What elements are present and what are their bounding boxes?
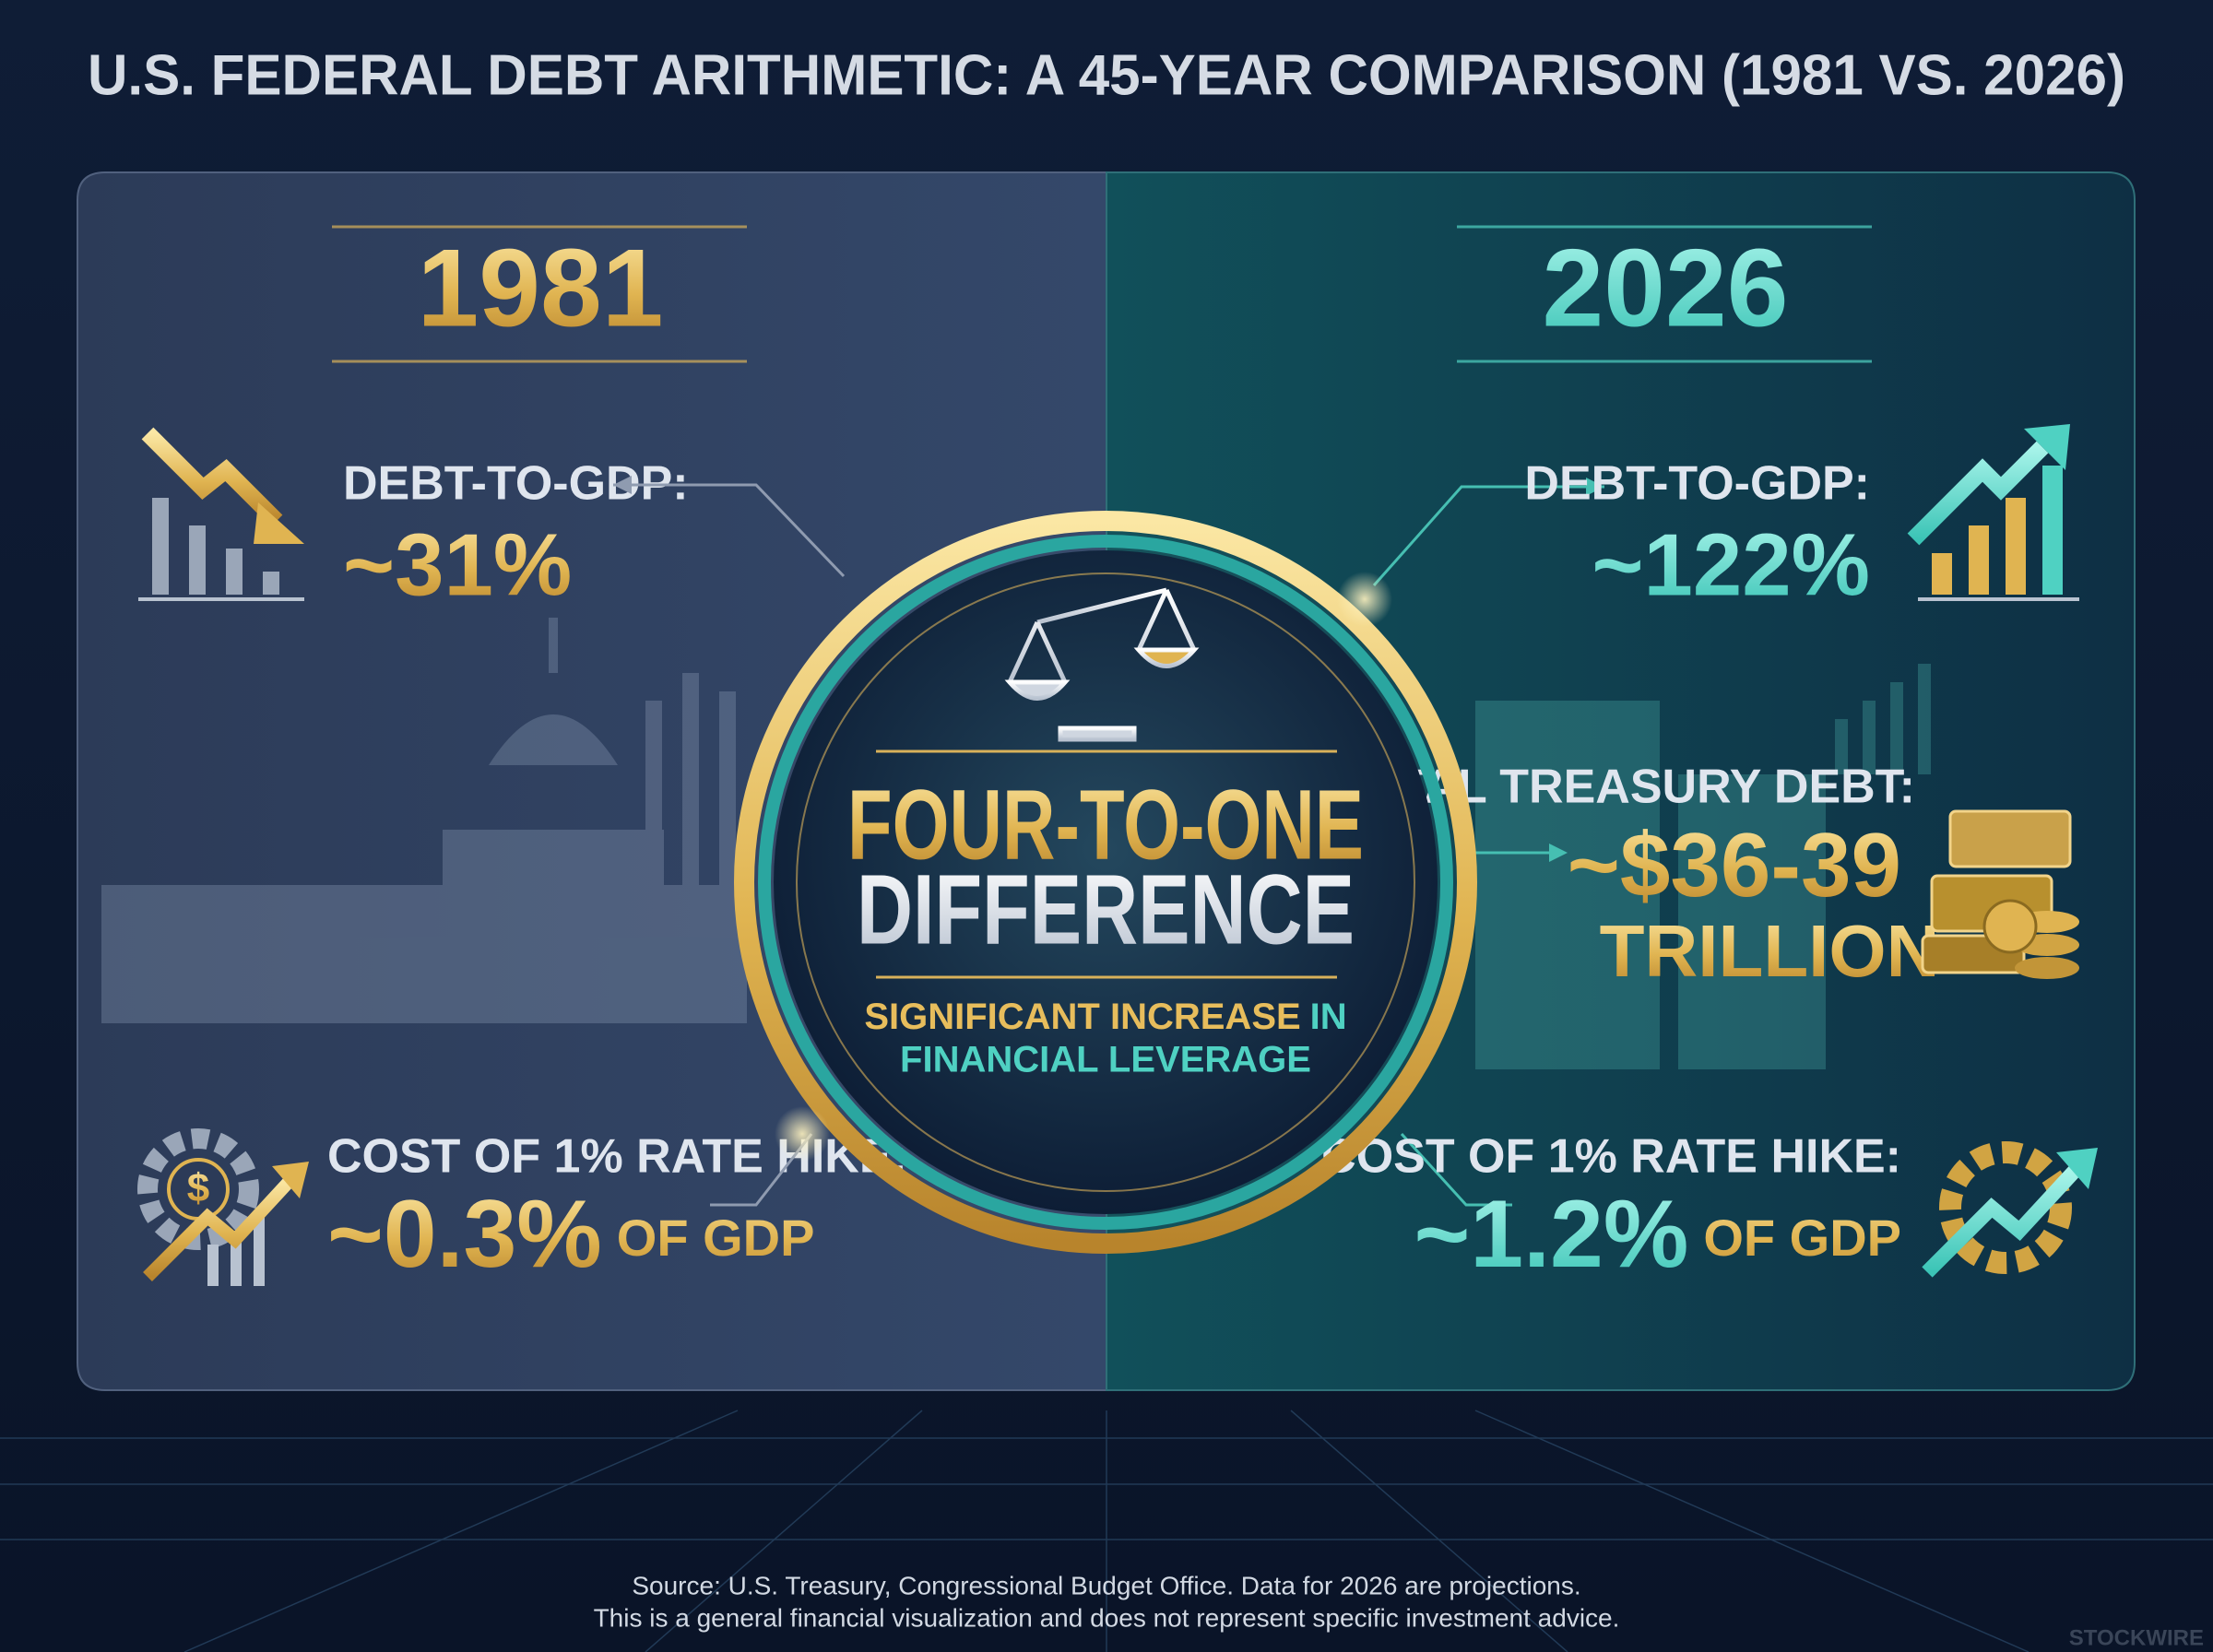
medallion: FOUR-TO-ONE DIFFERENCE SIGNIFICANT INCRE… bbox=[734, 511, 1477, 1254]
arrowhead bbox=[1586, 478, 1604, 496]
disclaimer: This is a general financial visualizatio… bbox=[594, 1603, 1620, 1632]
money-icon bbox=[1921, 809, 2079, 979]
unit: OF GDP bbox=[1703, 1209, 1901, 1267]
right-header: 2026 bbox=[1457, 225, 1872, 363]
left-debt-icon bbox=[138, 427, 304, 601]
subtitle-teal: IN bbox=[1310, 997, 1347, 1037]
subtitle-2: FINANCIAL LEVERAGE bbox=[900, 1040, 1311, 1080]
left-rate-value: ~0.3% OF GDP bbox=[327, 1181, 814, 1288]
subtitle-1: SIGNIFICANT INCREASE IN bbox=[864, 997, 1346, 1037]
unit: OF GDP bbox=[617, 1209, 815, 1267]
right-debt-value: ~122% bbox=[1592, 515, 1870, 614]
year-1981: 1981 bbox=[418, 227, 664, 350]
treasury-unit: TRILLION bbox=[1600, 910, 1940, 992]
headline-2: DIFFERENCE bbox=[857, 854, 1355, 965]
connector bbox=[1400, 1132, 1512, 1207]
left-debt-value: ~31% bbox=[343, 515, 572, 614]
arrowhead bbox=[1549, 844, 1568, 862]
left-header: 1981 bbox=[332, 225, 747, 363]
value: ~0.3% bbox=[327, 1181, 602, 1288]
source: Source: U.S. Treasury, Congressional Bud… bbox=[632, 1571, 1580, 1599]
value: ~1.2% bbox=[1414, 1181, 1689, 1288]
subtitle-gold: SIGNIFICANT INCREASE bbox=[864, 997, 1300, 1037]
right-debt-icon bbox=[1907, 424, 2079, 601]
headline-1: FOUR-TO-ONE bbox=[847, 769, 1364, 880]
right-rate-label: COST OF 1% RATE HIKE: bbox=[1321, 1130, 1901, 1184]
right-rate-value: ~1.2% OF GDP bbox=[1414, 1181, 1901, 1288]
title: U.S. FEDERAL DEBT ARITHMETIC: A 45-YEAR … bbox=[88, 43, 2125, 107]
connector bbox=[613, 483, 846, 578]
right-debt-label: DEBT-TO-GDP: bbox=[1524, 457, 1870, 511]
arrowhead bbox=[613, 476, 632, 494]
year-2026: 2026 bbox=[1543, 227, 1789, 350]
right-rate-icon bbox=[1922, 1141, 2098, 1278]
svg-text:$: $ bbox=[187, 1166, 209, 1211]
left-rate-icon: $ bbox=[137, 1128, 309, 1286]
treasury-value: ~$36-39 bbox=[1568, 814, 1901, 915]
watermark: STOCKWIRE bbox=[2069, 1625, 2204, 1650]
connector bbox=[1372, 485, 1604, 586]
